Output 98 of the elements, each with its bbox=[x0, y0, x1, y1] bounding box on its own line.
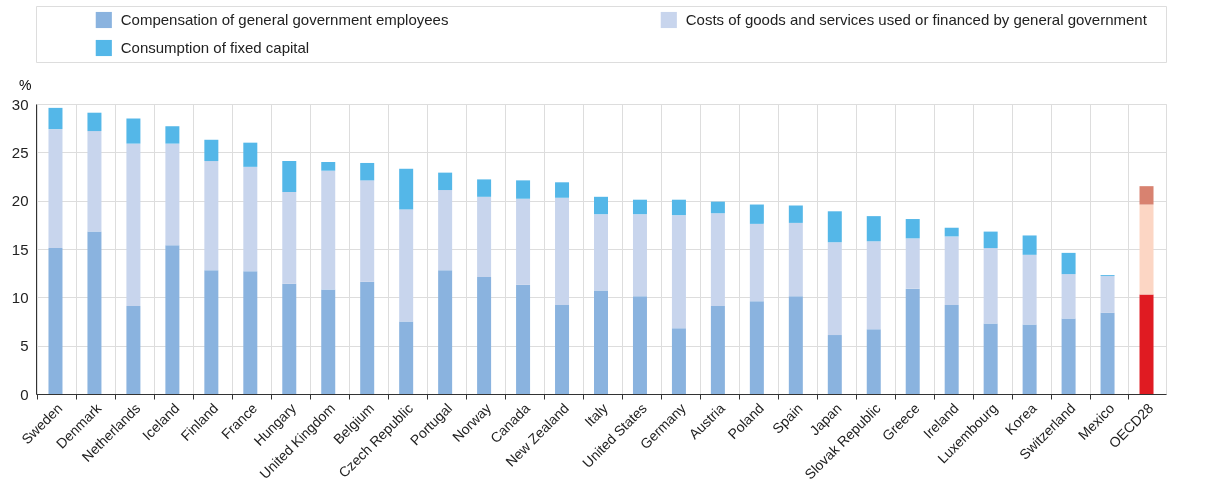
y-tick-label: 15 bbox=[11, 240, 29, 258]
bar bbox=[321, 170, 336, 290]
bar bbox=[555, 182, 570, 198]
bar bbox=[905, 288, 920, 394]
legend-label: Costs of goods and services used or financed by general government bbox=[685, 11, 1148, 28]
bar bbox=[905, 238, 920, 289]
bar bbox=[905, 219, 920, 239]
bar bbox=[1139, 294, 1154, 394]
bar bbox=[87, 112, 102, 132]
bar bbox=[399, 168, 414, 210]
bar bbox=[827, 335, 842, 394]
bar bbox=[204, 161, 219, 271]
bar bbox=[1061, 318, 1076, 394]
bar bbox=[671, 215, 686, 329]
y-tick-label: 5 bbox=[20, 337, 29, 355]
bar bbox=[632, 296, 647, 394]
bar bbox=[788, 205, 803, 223]
bar bbox=[282, 191, 297, 284]
bar bbox=[438, 190, 453, 271]
bar bbox=[204, 270, 219, 394]
bar bbox=[671, 328, 686, 394]
bar bbox=[282, 283, 297, 394]
bar bbox=[827, 242, 842, 336]
bar bbox=[321, 289, 336, 394]
bar bbox=[1139, 186, 1154, 205]
bar bbox=[1061, 274, 1076, 319]
x-tick-label: Italy bbox=[581, 400, 611, 430]
bar bbox=[516, 284, 531, 394]
bar bbox=[1022, 235, 1037, 255]
bar bbox=[983, 231, 998, 249]
y-tick-label: 30 bbox=[11, 95, 29, 113]
bar bbox=[321, 162, 336, 171]
y-axis-title: % bbox=[19, 76, 32, 93]
bar bbox=[477, 196, 492, 278]
bar bbox=[827, 211, 842, 243]
bar bbox=[555, 305, 570, 394]
bar bbox=[126, 306, 141, 394]
bar bbox=[632, 214, 647, 297]
y-tick-label: 10 bbox=[11, 288, 29, 306]
bar bbox=[48, 248, 63, 394]
bar bbox=[749, 204, 764, 224]
bar bbox=[243, 271, 258, 394]
bar bbox=[477, 179, 492, 197]
bar bbox=[866, 241, 881, 330]
bar bbox=[516, 198, 531, 285]
bar bbox=[87, 231, 102, 394]
bar bbox=[438, 172, 453, 191]
bar bbox=[126, 143, 141, 307]
bar bbox=[594, 214, 608, 291]
bar bbox=[87, 131, 102, 232]
bar bbox=[594, 290, 608, 394]
bar bbox=[165, 245, 180, 394]
legend-label: Compensation of general government employees bbox=[120, 11, 449, 28]
bar bbox=[749, 301, 764, 394]
bar bbox=[1100, 276, 1115, 313]
bar bbox=[1022, 324, 1037, 394]
bar bbox=[438, 270, 453, 394]
bar bbox=[282, 161, 297, 192]
bar bbox=[516, 180, 531, 199]
bar bbox=[243, 142, 258, 167]
bar bbox=[710, 306, 725, 394]
bar bbox=[1139, 204, 1154, 295]
bar bbox=[399, 209, 414, 322]
bar bbox=[360, 281, 375, 394]
y-tick-label: 0 bbox=[20, 385, 29, 403]
bar bbox=[944, 227, 959, 237]
bar bbox=[671, 199, 686, 216]
y-tick-label: 20 bbox=[11, 192, 29, 210]
y-tick-label: 25 bbox=[11, 143, 29, 161]
bar bbox=[983, 323, 998, 394]
bar bbox=[866, 216, 881, 242]
legend-label: Consumption of fixed capital bbox=[120, 39, 310, 56]
bar bbox=[165, 126, 180, 144]
bar bbox=[788, 296, 803, 394]
bar bbox=[710, 213, 725, 307]
bar bbox=[749, 223, 764, 302]
bar bbox=[243, 166, 258, 272]
bar bbox=[594, 196, 608, 215]
bar bbox=[555, 197, 570, 306]
bar bbox=[788, 222, 803, 297]
bar bbox=[477, 277, 492, 394]
bar bbox=[1061, 252, 1076, 275]
bar bbox=[710, 201, 725, 214]
bar bbox=[165, 143, 180, 246]
bar bbox=[126, 118, 141, 144]
bar bbox=[360, 162, 375, 181]
bar bbox=[944, 305, 959, 394]
bar bbox=[944, 236, 959, 306]
bar bbox=[983, 248, 998, 324]
bar bbox=[399, 321, 414, 394]
bar bbox=[360, 180, 375, 282]
bar bbox=[866, 329, 881, 394]
bar bbox=[632, 199, 647, 215]
bar bbox=[48, 107, 63, 130]
bar bbox=[1022, 254, 1037, 325]
bar bbox=[48, 129, 63, 249]
bar bbox=[204, 139, 219, 162]
bar bbox=[1100, 312, 1115, 394]
